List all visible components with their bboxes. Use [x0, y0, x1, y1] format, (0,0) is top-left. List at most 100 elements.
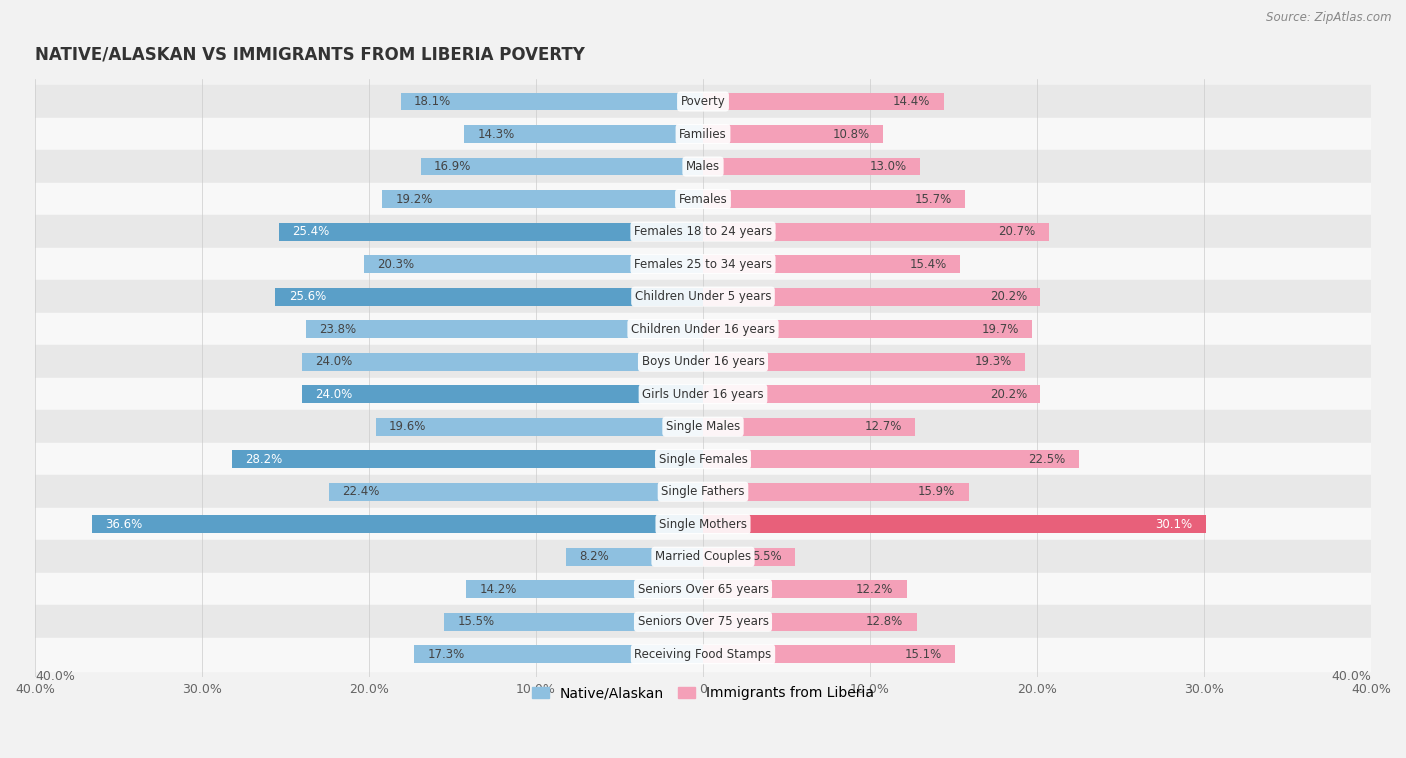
Bar — [302, 352, 703, 371]
Text: Single Males: Single Males — [666, 420, 740, 433]
Text: 28.2%: 28.2% — [246, 453, 283, 465]
Legend: Native/Alaskan, Immigrants from Liberia: Native/Alaskan, Immigrants from Liberia — [527, 681, 879, 706]
Text: 20.7%: 20.7% — [998, 225, 1035, 238]
Bar — [35, 248, 1371, 280]
Text: 12.8%: 12.8% — [866, 615, 904, 628]
Bar — [382, 190, 703, 208]
Bar — [703, 352, 1025, 371]
Bar — [703, 190, 965, 208]
Text: 24.0%: 24.0% — [315, 356, 353, 368]
Text: Children Under 5 years: Children Under 5 years — [634, 290, 772, 303]
Bar — [413, 645, 703, 663]
Bar — [703, 255, 960, 273]
Text: 22.4%: 22.4% — [342, 485, 380, 498]
Text: 25.6%: 25.6% — [288, 290, 326, 303]
Text: 24.0%: 24.0% — [315, 387, 353, 401]
Bar — [35, 215, 1371, 248]
Text: 14.2%: 14.2% — [479, 583, 516, 596]
Text: 15.1%: 15.1% — [904, 648, 942, 661]
Text: Females 18 to 24 years: Females 18 to 24 years — [634, 225, 772, 238]
Bar — [329, 483, 703, 500]
Text: 40.0%: 40.0% — [35, 670, 75, 683]
Text: Boys Under 16 years: Boys Under 16 years — [641, 356, 765, 368]
Text: 20.3%: 20.3% — [377, 258, 415, 271]
Text: 19.6%: 19.6% — [389, 420, 426, 433]
Bar — [35, 346, 1371, 378]
Text: NATIVE/ALASKAN VS IMMIGRANTS FROM LIBERIA POVERTY: NATIVE/ALASKAN VS IMMIGRANTS FROM LIBERI… — [35, 45, 585, 64]
Bar — [35, 606, 1371, 638]
Bar — [305, 320, 703, 338]
Bar — [35, 638, 1371, 671]
Text: 8.2%: 8.2% — [579, 550, 609, 563]
Bar — [703, 158, 920, 176]
Bar — [35, 150, 1371, 183]
Text: 30.1%: 30.1% — [1156, 518, 1192, 531]
Bar — [703, 612, 917, 631]
Bar — [444, 612, 703, 631]
Text: 15.7%: 15.7% — [915, 193, 952, 205]
Text: 23.8%: 23.8% — [319, 323, 356, 336]
Bar — [703, 385, 1040, 403]
Bar — [465, 581, 703, 598]
Bar — [276, 288, 703, 305]
Text: Females: Females — [679, 193, 727, 205]
Text: Males: Males — [686, 160, 720, 173]
Text: Single Females: Single Females — [658, 453, 748, 465]
Text: Single Mothers: Single Mothers — [659, 518, 747, 531]
Bar — [375, 418, 703, 436]
Text: 17.3%: 17.3% — [427, 648, 464, 661]
Text: Single Fathers: Single Fathers — [661, 485, 745, 498]
Bar — [703, 125, 883, 143]
Bar — [35, 117, 1371, 150]
Text: 18.1%: 18.1% — [413, 95, 451, 108]
Text: Seniors Over 65 years: Seniors Over 65 years — [637, 583, 769, 596]
Bar — [703, 645, 955, 663]
Text: 20.2%: 20.2% — [990, 387, 1026, 401]
Bar — [35, 573, 1371, 606]
Bar — [703, 320, 1032, 338]
Text: 16.9%: 16.9% — [434, 160, 471, 173]
Bar — [703, 483, 969, 500]
Text: Females 25 to 34 years: Females 25 to 34 years — [634, 258, 772, 271]
Bar — [703, 515, 1206, 533]
Bar — [35, 508, 1371, 540]
Bar — [35, 313, 1371, 346]
Bar — [35, 280, 1371, 313]
Text: 19.7%: 19.7% — [981, 323, 1019, 336]
Bar — [278, 223, 703, 240]
Text: 19.2%: 19.2% — [395, 193, 433, 205]
Text: 25.4%: 25.4% — [292, 225, 329, 238]
Text: 12.7%: 12.7% — [865, 420, 901, 433]
Bar — [703, 450, 1078, 468]
Bar — [302, 385, 703, 403]
Text: 10.8%: 10.8% — [832, 127, 870, 140]
Bar — [364, 255, 703, 273]
Text: 5.5%: 5.5% — [752, 550, 782, 563]
Text: 20.2%: 20.2% — [990, 290, 1026, 303]
Text: 22.5%: 22.5% — [1028, 453, 1066, 465]
Bar — [703, 548, 794, 565]
Text: 15.5%: 15.5% — [457, 615, 495, 628]
Text: Families: Families — [679, 127, 727, 140]
Bar — [464, 125, 703, 143]
Text: 15.9%: 15.9% — [918, 485, 955, 498]
Bar — [35, 410, 1371, 443]
Bar — [35, 378, 1371, 410]
Text: 15.4%: 15.4% — [910, 258, 946, 271]
Text: Girls Under 16 years: Girls Under 16 years — [643, 387, 763, 401]
Bar — [703, 92, 943, 111]
Bar — [35, 85, 1371, 117]
Bar — [35, 443, 1371, 475]
Bar — [35, 540, 1371, 573]
Bar — [567, 548, 703, 565]
Bar — [703, 418, 915, 436]
Bar — [420, 158, 703, 176]
Bar — [703, 223, 1049, 240]
Bar — [91, 515, 703, 533]
Text: 40.0%: 40.0% — [1331, 670, 1371, 683]
Text: 12.2%: 12.2% — [856, 583, 893, 596]
Bar — [35, 183, 1371, 215]
Bar — [35, 475, 1371, 508]
Bar — [232, 450, 703, 468]
Text: Poverty: Poverty — [681, 95, 725, 108]
